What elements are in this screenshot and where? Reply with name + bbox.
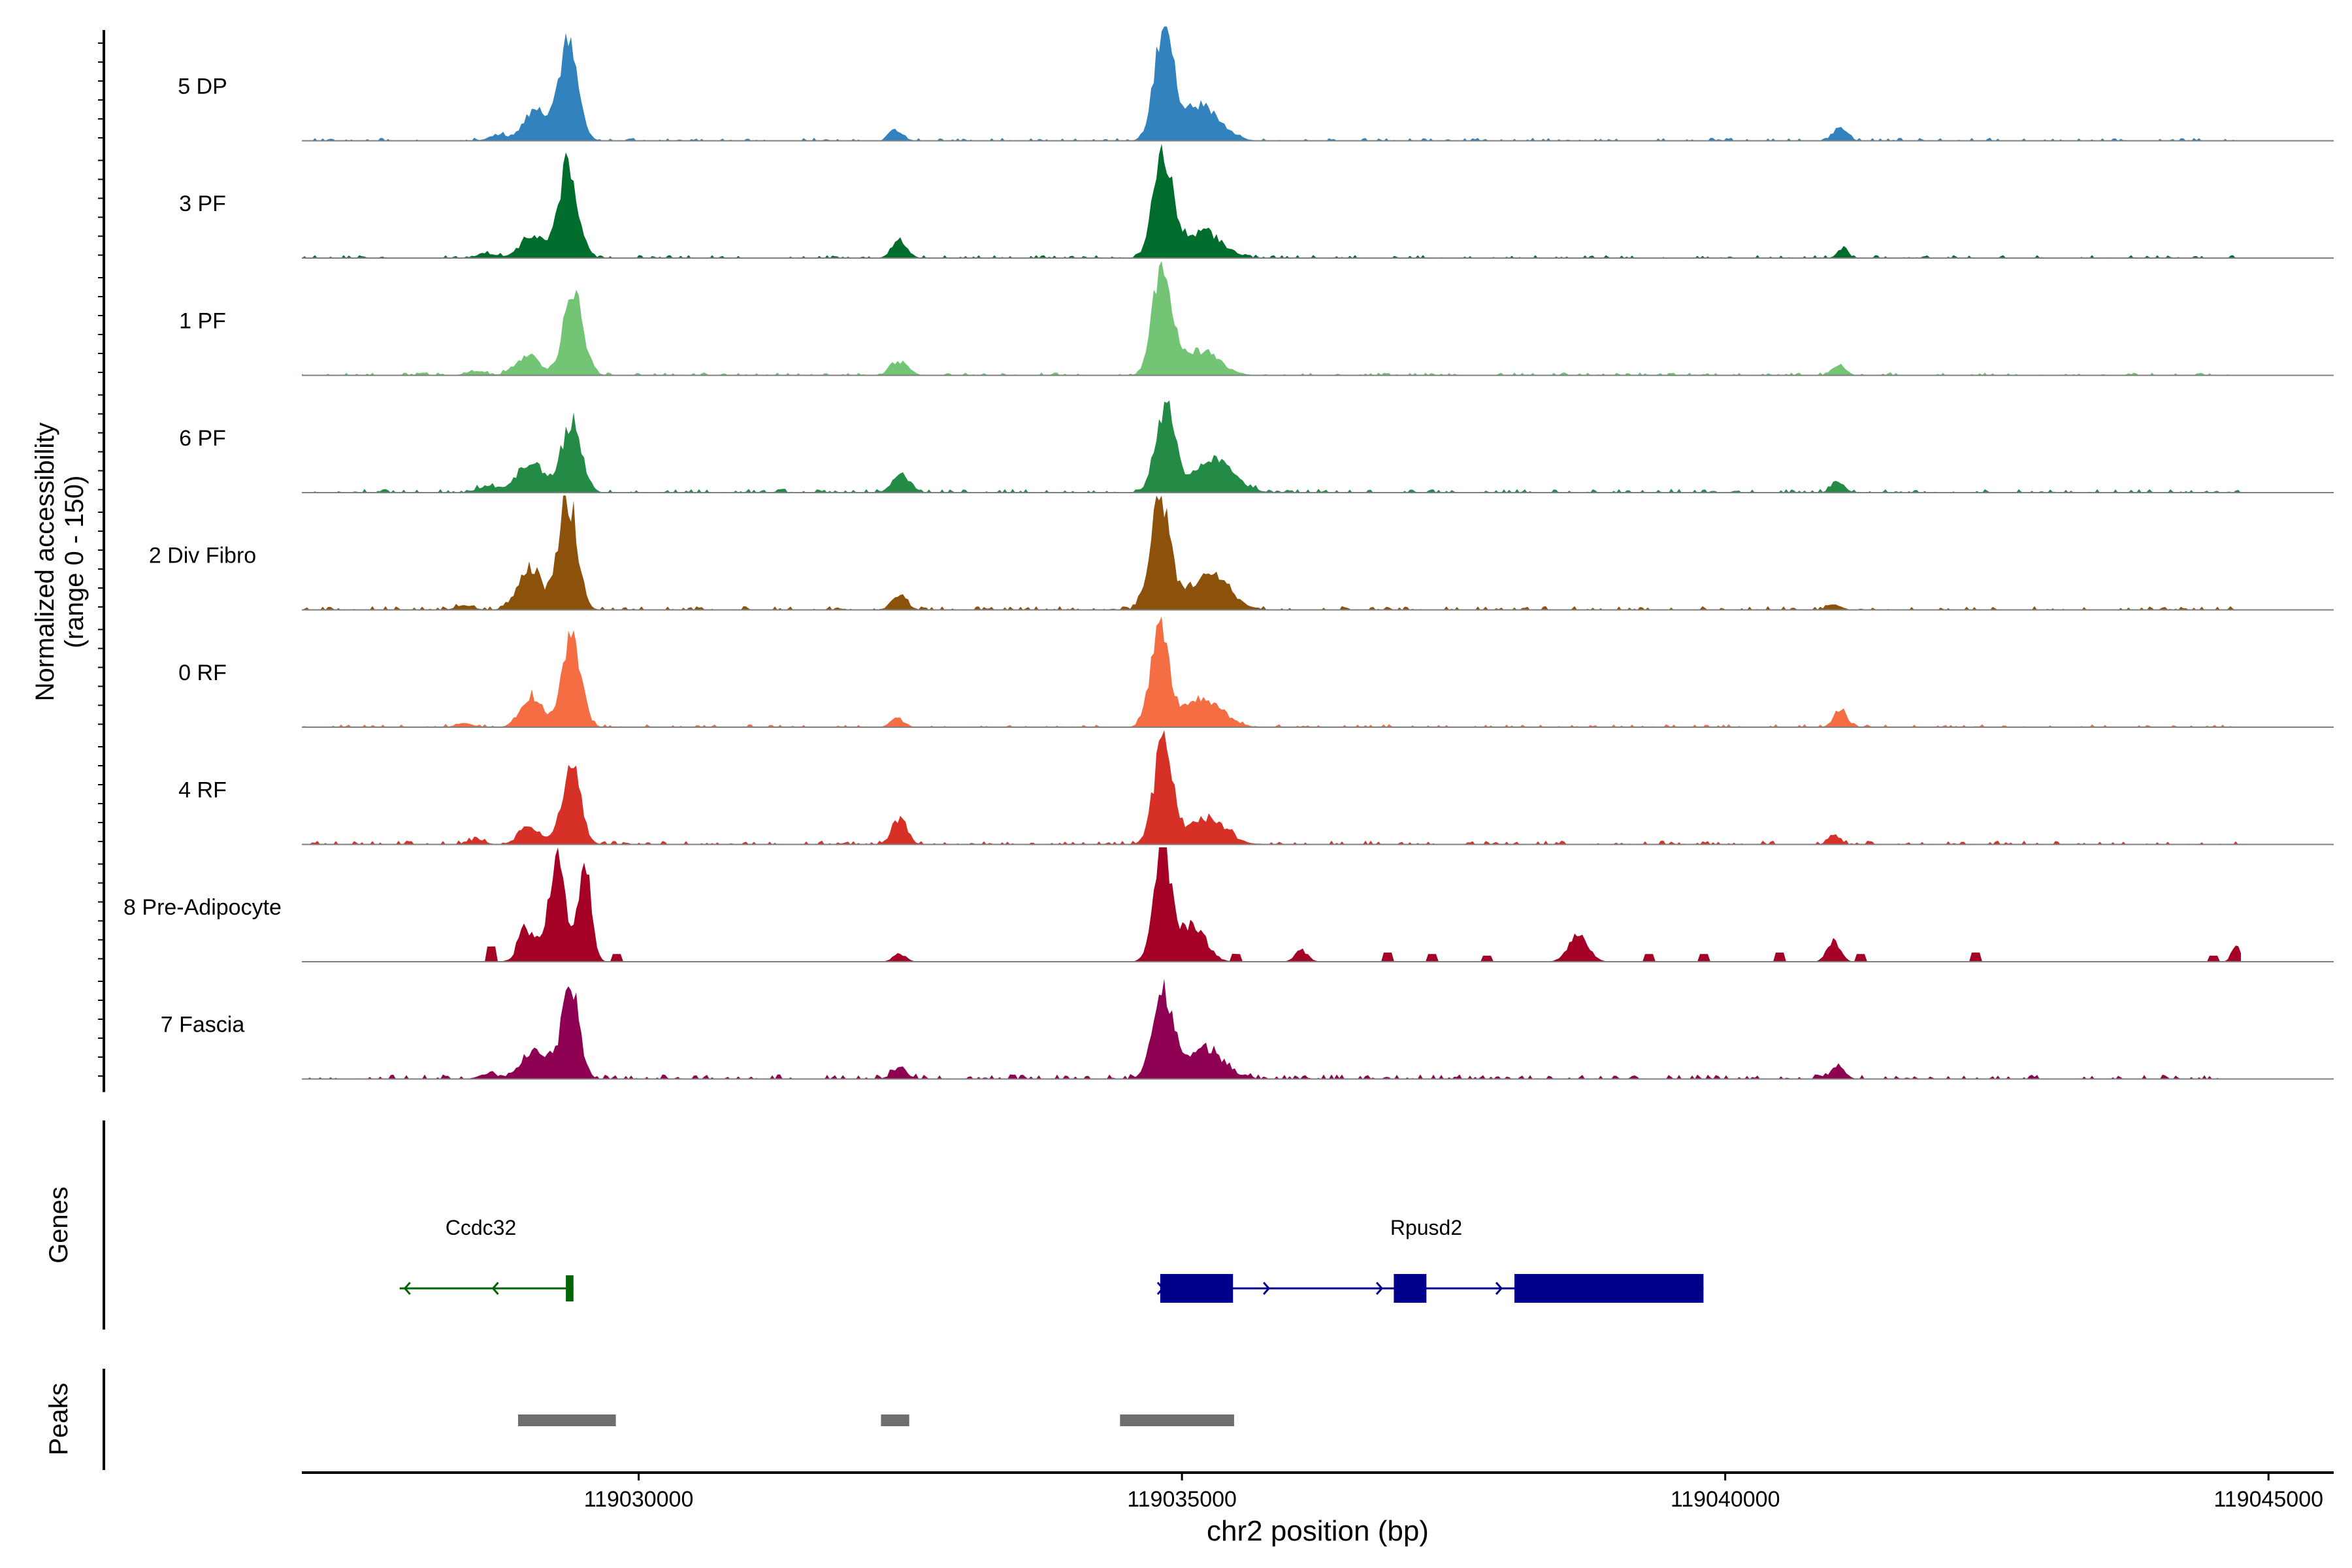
track-3-pf: 3 PF [179,144,2334,259]
x-tick-label: 119035000 [1127,1487,1237,1512]
track-label: 6 PF [179,426,226,451]
track-label: 8 Pre-Adipocyte [123,895,282,920]
gene-exon [1394,1274,1427,1303]
track-4-rf: 4 RF [178,730,2334,845]
coverage-area [302,847,2241,962]
genes-track: Ccdc32 Rpusd2 [399,1216,1704,1303]
genes-track-label: Genes [44,1186,73,1264]
x-axis-ticks: 119030000 119035000 119040000 119045000 [584,1473,2323,1512]
track-2-div-fibro: 2 Div Fibro [149,495,2334,611]
track-label: 0 RF [178,661,227,685]
track-label: 4 RF [178,778,227,803]
peaks-track-label: Peaks [44,1382,73,1455]
y-axis-label: Normalized accessibility [31,423,59,702]
track-label: 3 PF [179,191,226,216]
strand-arrow-icon [1375,1282,1384,1295]
track-label: 7 Fascia [161,1013,245,1037]
x-tick-label: 119045000 [2213,1487,2323,1512]
strand-arrow-icon [1263,1282,1271,1295]
coverage-y-axis [98,30,105,1092]
track-label: 1 PF [179,309,226,334]
gene-exon [566,1275,574,1301]
x-axis-label: chr2 position (bp) [1207,1515,1429,1547]
strand-arrow-icon [403,1282,411,1295]
track-6-pf: 6 PF [179,400,2334,493]
gene-rpusd2: Rpusd2 [1156,1216,1704,1303]
peak-region [881,1414,909,1426]
track-5-dp: 5 DP [178,26,2334,142]
gene-exon [1514,1274,1704,1303]
x-tick-label: 119030000 [584,1487,694,1512]
coverage-tracks: 5 DP 3 PF 1 PF 6 PF 2 Div Fibro 0 RF 4 RF 8 Pre… [123,26,2334,1080]
peaks-track [517,1414,1234,1426]
strand-arrow-icon [491,1282,499,1295]
peak-region [1120,1414,1234,1426]
gene-name: Ccdc32 [446,1216,517,1239]
track-label: 2 Div Fibro [149,544,256,568]
track-label: 5 DP [178,74,227,99]
strand-arrow-icon [1495,1282,1503,1295]
track-0-rf: 0 RF [178,616,2334,728]
x-tick-label: 119040000 [1671,1487,1780,1512]
gene-exon [1160,1274,1233,1303]
track-1-pf: 1 PF [179,261,2334,376]
y-axis-label-range: (range 0 - 150) [60,476,89,649]
gene-ccdc32: Ccdc32 [399,1216,574,1301]
track-7-fascia: 7 Fascia [161,978,2334,1080]
track-8-pre-adipocyte: 8 Pre-Adipocyte [123,847,2334,962]
gene-name: Rpusd2 [1390,1216,1462,1239]
peak-region [517,1414,616,1426]
